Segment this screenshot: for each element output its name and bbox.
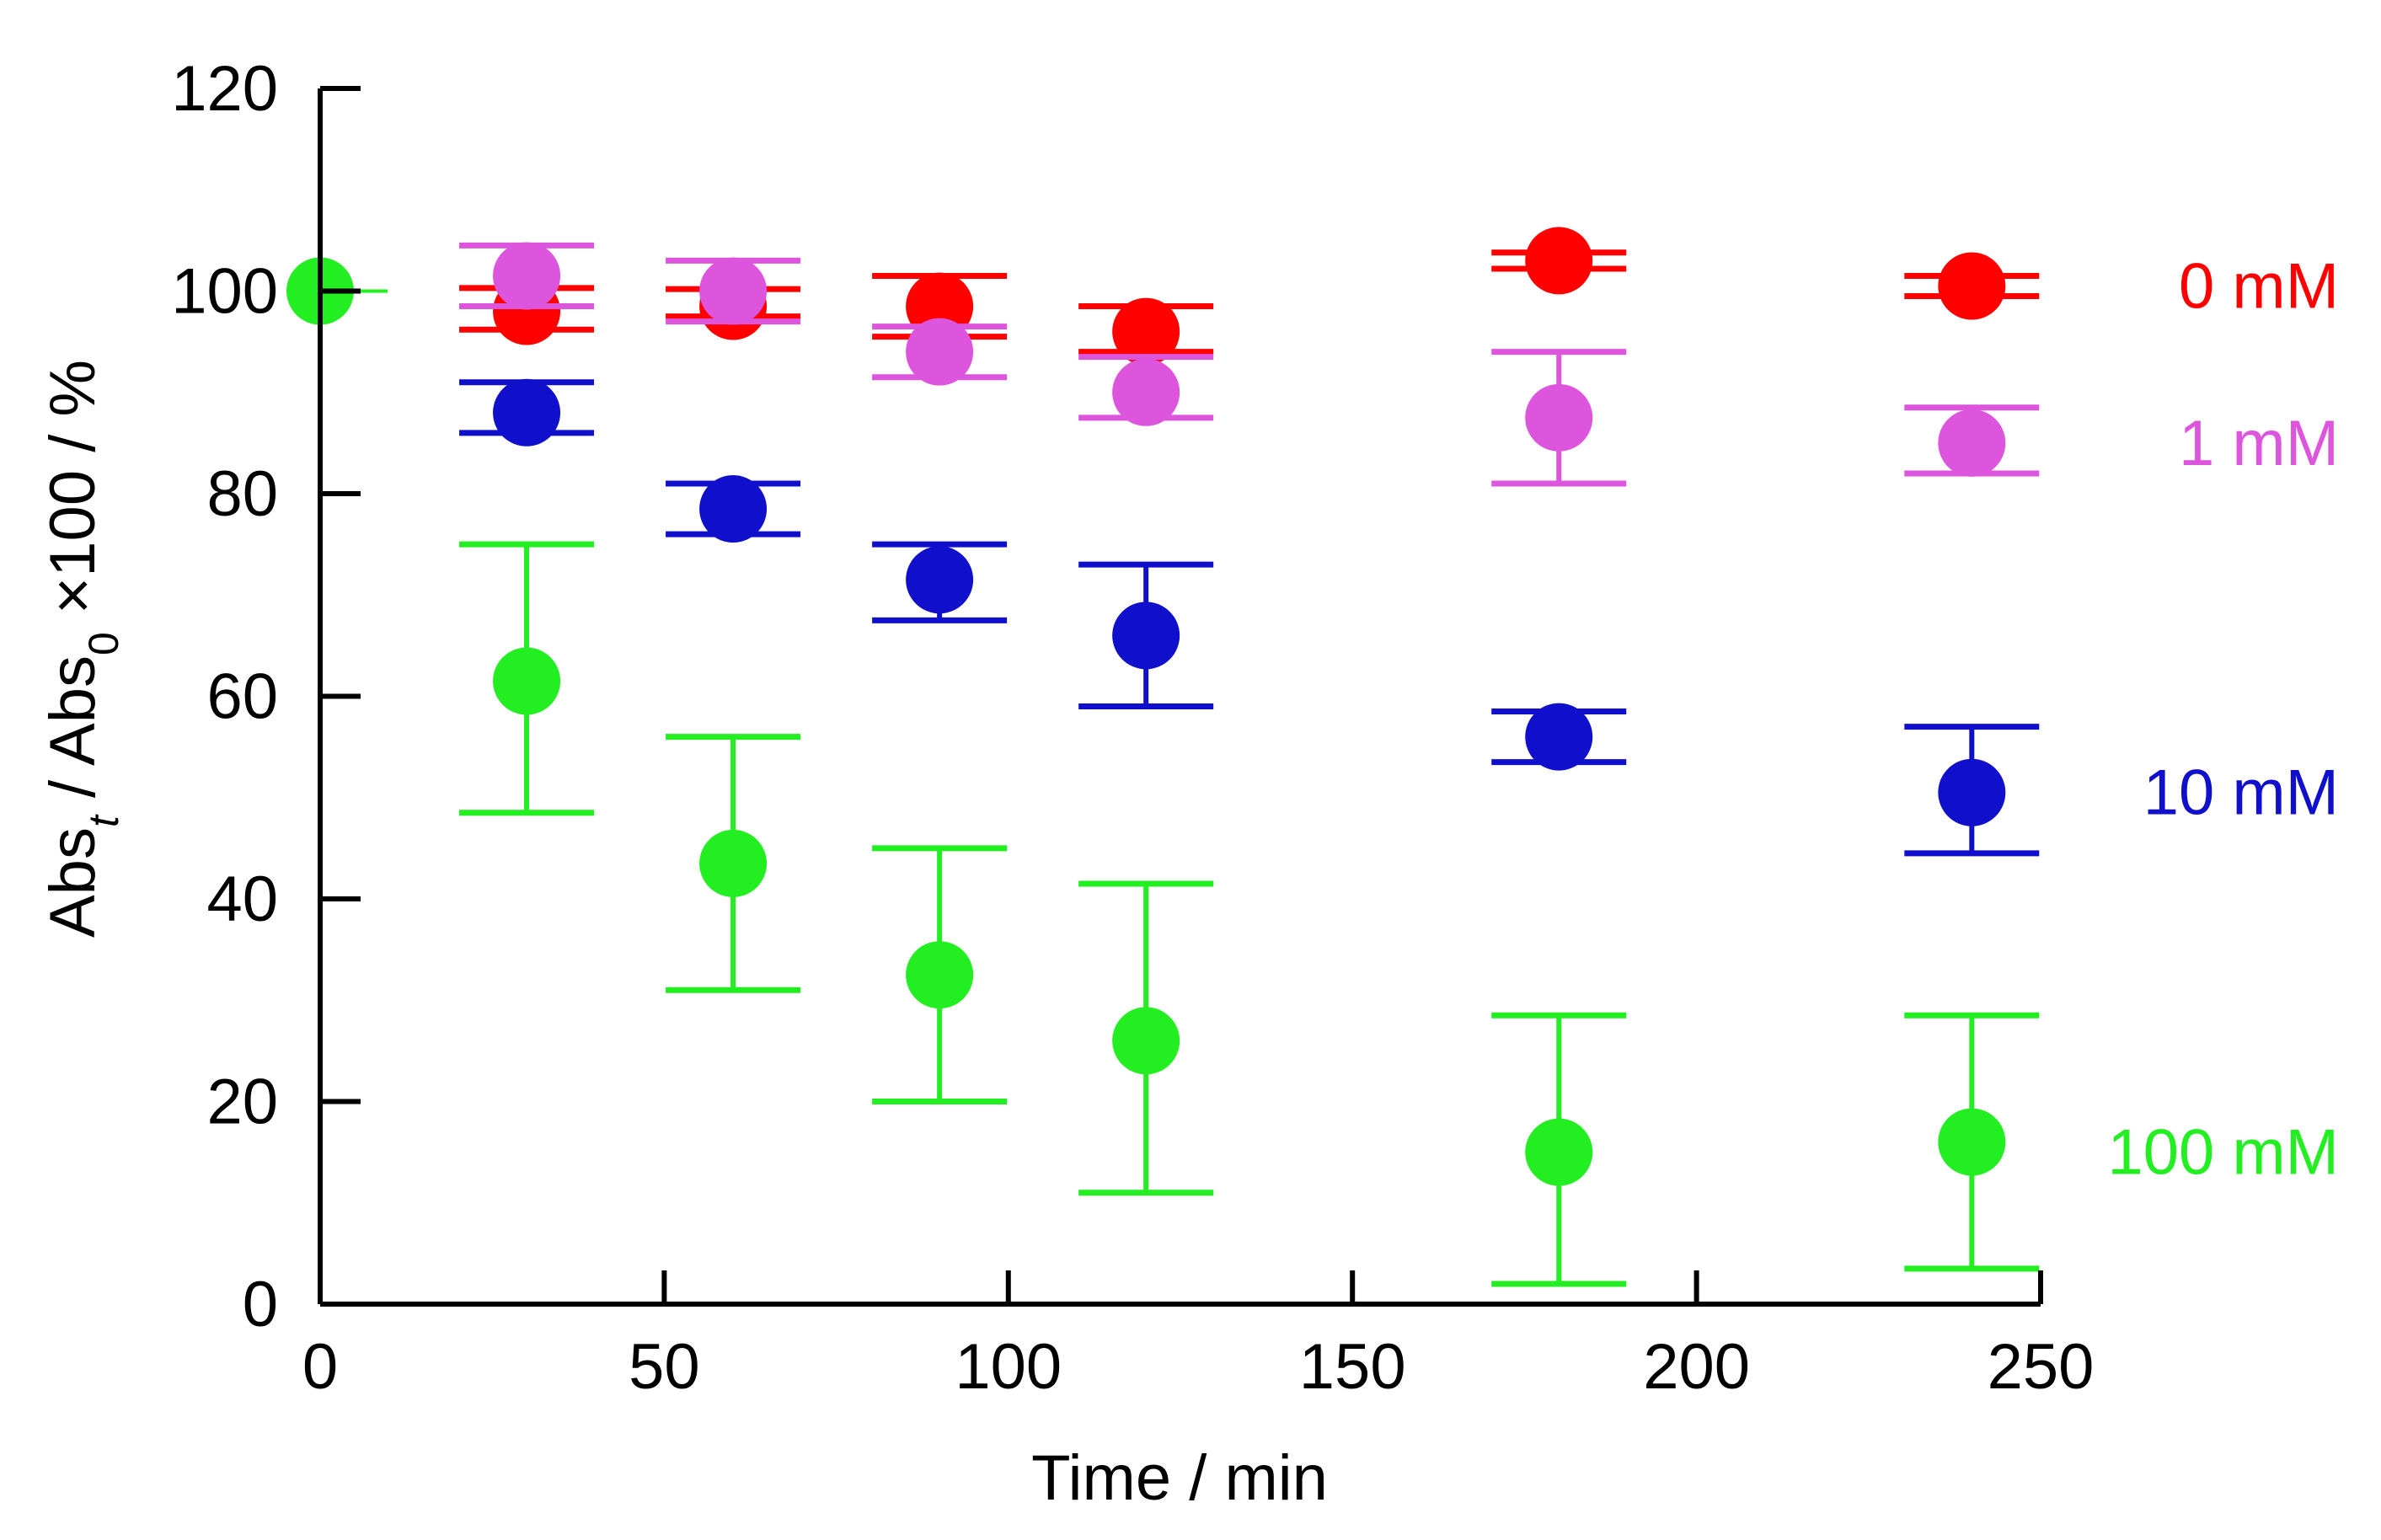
data-point bbox=[1525, 383, 1593, 452]
y-axis-label: Abst / Abs0 ×100 / % bbox=[37, 360, 127, 938]
data-point bbox=[493, 378, 561, 446]
data-point bbox=[493, 242, 561, 310]
data-point bbox=[1112, 602, 1180, 670]
x-tick-label: 250 bbox=[1988, 1331, 2095, 1403]
x-tick-label: 100 bbox=[955, 1331, 1062, 1403]
x-ticks: 0 50 100 150 200 250 bbox=[302, 1270, 2095, 1403]
legend-label: 10 mM bbox=[2143, 757, 2339, 829]
series-1-mm bbox=[459, 242, 2040, 487]
series-100-mm bbox=[286, 257, 2040, 1287]
legend-label: 1 mM bbox=[2179, 408, 2339, 479]
data-point bbox=[1112, 297, 1180, 366]
data-point bbox=[906, 546, 974, 614]
series-0-mm bbox=[459, 227, 2040, 366]
y-ticks: 0 20 40 60 80 100 120 bbox=[171, 53, 361, 1340]
data-point bbox=[906, 941, 974, 1009]
data-point bbox=[1112, 358, 1180, 426]
data-point bbox=[1525, 1118, 1593, 1186]
x-tick-label: 0 bbox=[302, 1331, 338, 1403]
y-tick-label: 20 bbox=[206, 1067, 278, 1138]
y-tick-label: 60 bbox=[206, 661, 278, 733]
x-tick-label: 200 bbox=[1643, 1331, 1750, 1403]
y-tick-label: 120 bbox=[171, 53, 278, 125]
data-point bbox=[1112, 1007, 1180, 1075]
legend-label: 0 mM bbox=[2179, 250, 2339, 322]
y-tick-label: 40 bbox=[206, 864, 278, 935]
y-tick-label: 0 bbox=[243, 1269, 278, 1340]
data-point bbox=[1938, 252, 2006, 320]
data-point bbox=[1938, 409, 2006, 477]
data-point bbox=[493, 647, 561, 715]
legend-label: 100 mM bbox=[2107, 1117, 2339, 1189]
legend: 0 mM 1 mM 10 mM 100 mM bbox=[2107, 250, 2339, 1188]
plot-area bbox=[286, 227, 2040, 1287]
data-point bbox=[1525, 227, 1593, 295]
x-tick-label: 150 bbox=[1299, 1331, 1406, 1403]
data-point bbox=[699, 829, 768, 897]
y-tick-label: 80 bbox=[206, 458, 278, 530]
axes: 0 50 100 150 200 250 0 20 40 60 80 100 120 bbox=[171, 53, 2094, 1403]
data-point bbox=[699, 257, 768, 325]
x-tick-label: 50 bbox=[629, 1331, 700, 1403]
data-point bbox=[699, 475, 768, 543]
data-point bbox=[1525, 703, 1593, 771]
data-point bbox=[906, 318, 974, 386]
data-point bbox=[1938, 758, 2006, 826]
x-axis-label: Time / min bbox=[1031, 1442, 1328, 1514]
data-point bbox=[1938, 1108, 2006, 1176]
series-10-mm bbox=[459, 378, 2040, 857]
y-tick-label: 100 bbox=[171, 256, 278, 328]
